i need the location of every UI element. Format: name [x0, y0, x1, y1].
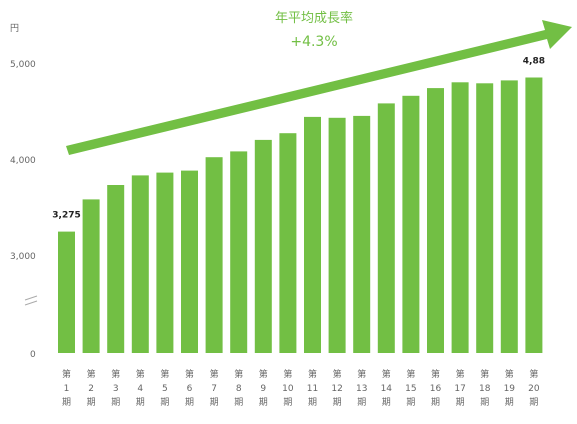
x-label-period-1-part-1: 第 — [62, 368, 71, 380]
x-label-period-3-part-1: 第 — [111, 368, 120, 380]
bar-period-15 — [402, 95, 420, 354]
x-label-period-20-part-3: 期 — [529, 397, 538, 408]
bars — [58, 77, 543, 354]
x-label-period-19-part-1: 第 — [505, 368, 514, 380]
bar-period-9 — [254, 139, 272, 353]
x-label-period-10-part-2: 10 — [282, 384, 294, 394]
x-label-period-2-part-1: 第 — [87, 368, 96, 380]
x-label-period-19-part-3: 期 — [505, 397, 514, 408]
x-label-period-10-part-1: 第 — [283, 368, 292, 380]
x-label-period-7-part-1: 第 — [210, 368, 219, 380]
x-label-period-11-part-2: 11 — [307, 384, 318, 394]
bar-period-6 — [181, 170, 198, 353]
x-label-period-19-part-2: 19 — [504, 384, 516, 394]
x-label-period-14-part-1: 第 — [382, 368, 391, 380]
x-label-period-2-part-3: 期 — [87, 397, 96, 408]
x-label-period-10-part-3: 期 — [283, 397, 292, 408]
bar-period-8 — [230, 151, 248, 353]
x-label-period-17-part-2: 17 — [454, 384, 465, 394]
y-tick-4000: 4,000 — [10, 156, 36, 166]
y-tick-5000: 5,000 — [10, 60, 36, 70]
x-label-period-13-part-1: 第 — [357, 368, 366, 380]
x-label-period-11-part-3: 期 — [308, 397, 317, 408]
x-label-period-4-part-2: 4 — [137, 384, 143, 394]
bar-period-11 — [304, 116, 321, 354]
x-label-period-18-part-3: 期 — [480, 397, 489, 408]
x-label-period-3-part-3: 期 — [111, 397, 120, 408]
data-labels: 3,275 4,88 — [52, 57, 545, 221]
axis-break-icon — [24, 295, 38, 306]
x-label-period-8-part-1: 第 — [234, 368, 243, 380]
bar-period-16 — [427, 88, 444, 353]
bar-period-18 — [476, 83, 494, 354]
x-label-period-6-part-1: 第 — [185, 368, 194, 380]
x-label-period-18-part-2: 18 — [479, 384, 491, 394]
bar-period-2 — [82, 199, 100, 353]
x-label-period-13-part-3: 期 — [357, 397, 366, 408]
x-label-period-9-part-3: 期 — [259, 397, 268, 408]
x-label-period-16-part-1: 第 — [431, 368, 440, 380]
bar-period-7 — [205, 157, 223, 353]
x-label-period-17-part-1: 第 — [456, 368, 465, 380]
bar-period-19 — [500, 80, 518, 354]
unit-label: 円 — [10, 23, 19, 34]
bar-period-20 — [525, 77, 543, 353]
x-label-period-8-part-3: 期 — [234, 397, 243, 408]
bar-period-14 — [377, 103, 395, 354]
bar-period-3 — [107, 185, 125, 353]
x-label-period-9-part-1: 第 — [259, 368, 268, 380]
y-tick-0: 0 — [30, 350, 36, 360]
x-label-period-20-part-1: 第 — [529, 368, 538, 380]
x-label-period-15-part-2: 15 — [405, 384, 416, 394]
x-label-period-17-part-3: 期 — [456, 397, 465, 408]
bar-period-1 — [58, 231, 75, 353]
x-label-period-14-part-2: 14 — [381, 384, 393, 394]
x-label-period-3-part-2: 3 — [113, 384, 119, 394]
growth-arrow-icon — [66, 20, 572, 155]
x-label-period-16-part-2: 16 — [430, 384, 442, 394]
bar-period-17 — [451, 82, 469, 354]
data-label-period-1: 3,275 — [52, 211, 80, 221]
x-label-period-2-part-2: 2 — [88, 384, 94, 394]
x-label-period-7-part-3: 期 — [210, 397, 219, 408]
y-tick-3000: 3,000 — [10, 252, 36, 262]
x-label-period-14-part-3: 期 — [382, 397, 391, 408]
x-label-period-5-part-1: 第 — [160, 368, 169, 380]
x-label-period-12-part-2: 12 — [331, 384, 342, 394]
bar-period-4 — [131, 175, 149, 353]
x-label-period-15-part-1: 第 — [406, 368, 415, 380]
growth-rate-value: +4.3% — [290, 34, 337, 50]
x-label-period-9-part-2: 9 — [260, 384, 266, 394]
x-label-period-12-part-3: 期 — [333, 397, 342, 408]
x-label-period-6-part-2: 6 — [187, 384, 193, 394]
x-label-period-1-part-2: 1 — [64, 384, 70, 394]
x-label-period-18-part-1: 第 — [480, 368, 489, 380]
bar-period-12 — [328, 117, 346, 353]
x-label-period-4-part-3: 期 — [136, 397, 145, 408]
x-label-period-13-part-2: 13 — [356, 384, 367, 394]
x-label-period-15-part-3: 期 — [406, 397, 415, 408]
x-label-period-7-part-2: 7 — [211, 384, 217, 394]
x-label-period-16-part-3: 期 — [431, 397, 440, 408]
growth-rate-label: 年平均成長率 — [275, 10, 353, 26]
bar-period-5 — [156, 172, 174, 353]
x-label-period-11-part-1: 第 — [308, 368, 317, 380]
x-label-period-20-part-2: 20 — [528, 384, 540, 394]
x-label-period-4-part-1: 第 — [136, 368, 145, 380]
x-label-period-1-part-3: 期 — [62, 397, 71, 408]
bar-period-13 — [353, 115, 371, 354]
x-label-period-5-part-3: 期 — [160, 397, 169, 408]
x-axis-labels: 第 1 期 第 2 期 第 3 期 第 4 期 第 5 期 第 6 期 第 7 期 第 8 期 第 9 期 第 10 期 第 11 期 第 12 期 第… — [62, 368, 540, 408]
data-label-period-20: 4,88 — [523, 57, 545, 67]
x-label-period-12-part-1: 第 — [333, 368, 342, 380]
x-label-period-5-part-2: 5 — [162, 384, 168, 394]
bar-period-10 — [279, 133, 297, 353]
x-label-period-8-part-2: 8 — [236, 384, 242, 394]
x-label-period-6-part-3: 期 — [185, 397, 194, 408]
